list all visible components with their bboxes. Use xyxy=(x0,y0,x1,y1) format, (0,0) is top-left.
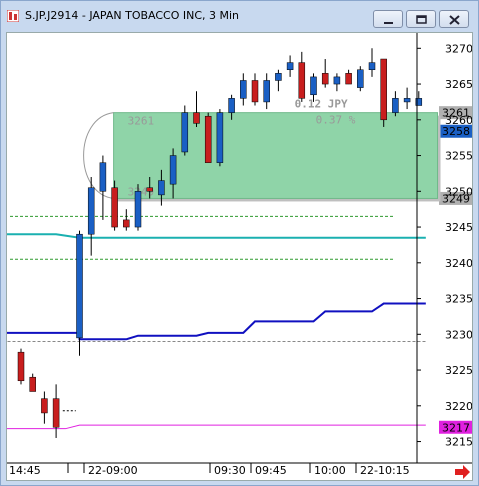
scroll-right-arrow-icon xyxy=(455,465,470,479)
candle-up xyxy=(310,76,317,96)
y-tick-label: 3240 xyxy=(445,257,472,270)
indicator-lines xyxy=(7,215,426,430)
price-tag-label: 3217 xyxy=(442,421,470,434)
price-tag xyxy=(439,106,472,120)
price-tag xyxy=(439,420,472,434)
candle-down xyxy=(29,376,36,392)
x-tick-label: 09:30 xyxy=(214,464,246,477)
candle-down xyxy=(111,187,118,228)
close-icon xyxy=(449,15,460,25)
candle-up xyxy=(403,98,411,103)
candle-down xyxy=(251,80,259,103)
minimize-button[interactable] xyxy=(373,10,403,28)
candle-up xyxy=(357,69,364,88)
title-bar[interactable]: S.JP.J2914 - JAPAN TOBACCO INC, 3 Min xyxy=(1,1,478,31)
annotation-rect xyxy=(113,112,439,199)
candle-up xyxy=(158,180,165,196)
candle-up xyxy=(228,98,235,113)
candle-down xyxy=(345,73,352,85)
candle-down xyxy=(321,73,329,85)
y-tick-label: 3235 xyxy=(445,293,472,306)
price-tag-label: 3258 xyxy=(442,125,470,138)
annotation-label-pct: 0.37 % xyxy=(316,114,356,127)
candle-up xyxy=(275,73,282,81)
y-tick-label: 3245 xyxy=(445,221,472,234)
y-tick-label: 3255 xyxy=(445,150,472,163)
minimize-icon xyxy=(384,22,393,24)
candle-down xyxy=(193,112,200,124)
annotation-label-top: 3261 xyxy=(128,115,155,128)
close-button[interactable] xyxy=(439,10,469,28)
y-tick-label: 3265 xyxy=(445,78,472,91)
candle-up xyxy=(99,162,107,192)
candle-down xyxy=(380,58,387,121)
axes: 3215 3220 3225 3230 3235 3240 3245 3250 3255 3260… xyxy=(7,33,472,479)
annotation-label-jpy: 0.12 JPY xyxy=(295,98,348,111)
candle-up xyxy=(181,112,189,153)
candle-up xyxy=(333,76,341,85)
y-tick-label: 3220 xyxy=(445,400,472,413)
candle-down xyxy=(204,115,212,163)
annotation-arc xyxy=(83,112,114,199)
candle-up xyxy=(240,80,247,99)
candle-up xyxy=(216,112,224,163)
candle-down xyxy=(146,187,153,192)
price-tag xyxy=(439,191,472,205)
magenta-line xyxy=(7,424,426,430)
candle-up xyxy=(169,155,177,185)
candle-up xyxy=(415,98,423,106)
blue-step-line xyxy=(7,302,426,341)
candle-down xyxy=(52,398,60,428)
app-icon xyxy=(7,10,19,22)
restore-icon xyxy=(416,15,427,24)
x-tick-label: 10:00 xyxy=(314,464,346,477)
candles xyxy=(17,48,423,438)
candle-down xyxy=(123,219,130,228)
y-tick-label: 3225 xyxy=(445,364,472,377)
window-title: S.JP.J2914 - JAPAN TOBACCO INC, 3 Min xyxy=(25,9,240,22)
y-tick-label: 3250 xyxy=(445,185,472,198)
candle-up xyxy=(368,62,376,71)
candle-up xyxy=(76,233,83,339)
x-tick-label: 09:45 xyxy=(255,464,287,477)
price-tag-label: 3249 xyxy=(442,192,470,205)
candle-up xyxy=(286,62,294,71)
y-tick-label: 3230 xyxy=(445,328,472,341)
candle-down xyxy=(41,398,48,414)
x-tick-label: 14:45 xyxy=(9,464,41,477)
y-tick-label: 3270 xyxy=(445,42,472,55)
restore-button[interactable] xyxy=(406,10,436,28)
candle-up xyxy=(134,191,142,228)
price-tags: 3261 3258 3249 3217 xyxy=(439,106,472,434)
candle-down xyxy=(298,62,306,99)
price-tag xyxy=(439,124,472,138)
candle-up xyxy=(263,80,270,103)
teal-line xyxy=(7,233,426,239)
y-tick-label: 3215 xyxy=(445,436,472,449)
candle-up xyxy=(392,98,399,113)
candle-down xyxy=(17,351,25,382)
x-tick-label: 22-10:15 xyxy=(360,464,410,477)
x-tick-label: 22-09:00 xyxy=(88,464,138,477)
y-tick-label: 3260 xyxy=(445,114,472,127)
price-tag-label: 3261 xyxy=(442,107,470,120)
candle-up xyxy=(87,187,95,235)
